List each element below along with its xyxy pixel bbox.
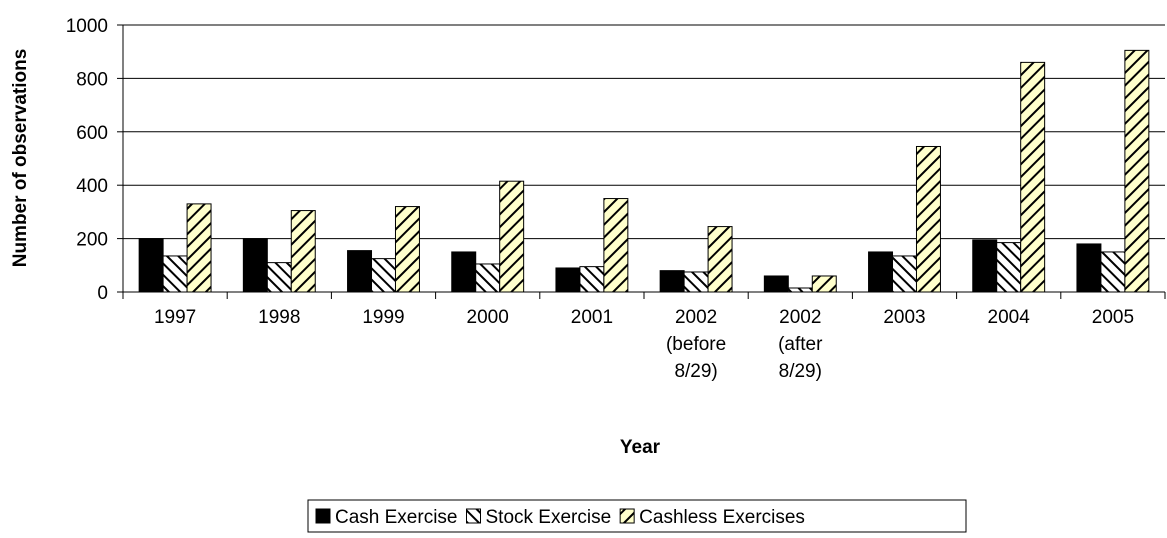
legend-label: Stock Exercise bbox=[486, 507, 612, 528]
x-tick-label: 1999 bbox=[362, 307, 404, 328]
bar bbox=[138, 238, 164, 293]
bar bbox=[707, 226, 733, 293]
bar bbox=[394, 206, 420, 293]
legend-swatch bbox=[466, 508, 481, 524]
bar bbox=[451, 251, 477, 293]
x-tick-label: 2000 bbox=[467, 307, 509, 328]
bar bbox=[162, 255, 188, 293]
x-tick-label: 2002 (before 8/29) bbox=[666, 307, 726, 382]
bar bbox=[579, 266, 605, 293]
bar bbox=[763, 275, 789, 293]
bar bbox=[186, 203, 212, 293]
legend-box bbox=[307, 499, 967, 533]
bar bbox=[659, 270, 685, 293]
bar bbox=[996, 242, 1022, 293]
y-tick-label: 200 bbox=[76, 230, 108, 251]
bar bbox=[499, 180, 525, 293]
bar bbox=[892, 255, 917, 293]
bar bbox=[915, 145, 941, 293]
y-tick-label: 0 bbox=[97, 283, 108, 304]
x-tick-label: 1997 bbox=[154, 307, 196, 328]
y-tick-label: 600 bbox=[76, 123, 108, 144]
bar bbox=[811, 275, 837, 293]
x-tick-label: 2003 bbox=[883, 307, 925, 328]
bar bbox=[1076, 243, 1102, 293]
legend-label: Cashless Exercises bbox=[639, 507, 805, 528]
y-tick-label: 400 bbox=[76, 176, 108, 197]
bar bbox=[1020, 61, 1046, 293]
bar bbox=[683, 271, 709, 293]
x-tick-label: 2005 bbox=[1092, 307, 1134, 328]
bar bbox=[603, 198, 629, 293]
legend-label: Cash Exercise bbox=[335, 507, 458, 528]
bar bbox=[555, 267, 581, 293]
legend-swatch bbox=[619, 508, 635, 524]
bar bbox=[787, 287, 813, 293]
bar bbox=[242, 238, 268, 293]
x-tick-label: 1998 bbox=[258, 307, 300, 328]
bar bbox=[290, 210, 316, 293]
bar bbox=[266, 262, 292, 293]
x-tick-label: 2001 bbox=[571, 307, 613, 328]
x-tick-label: 2002 (after 8/29) bbox=[778, 307, 823, 382]
x-tick-label: 2004 bbox=[988, 307, 1031, 328]
bar bbox=[347, 250, 373, 293]
bar bbox=[868, 251, 894, 293]
y-axis-title: Number of observations bbox=[10, 49, 31, 268]
y-tick-label: 800 bbox=[76, 69, 108, 90]
bar bbox=[371, 258, 396, 293]
bar bbox=[1100, 251, 1126, 293]
x-axis-title: Year bbox=[620, 437, 661, 458]
bar bbox=[972, 239, 998, 293]
y-tick-label: 1000 bbox=[66, 16, 108, 37]
bar bbox=[1124, 49, 1150, 293]
legend-swatch bbox=[315, 508, 331, 524]
bar bbox=[475, 263, 501, 293]
